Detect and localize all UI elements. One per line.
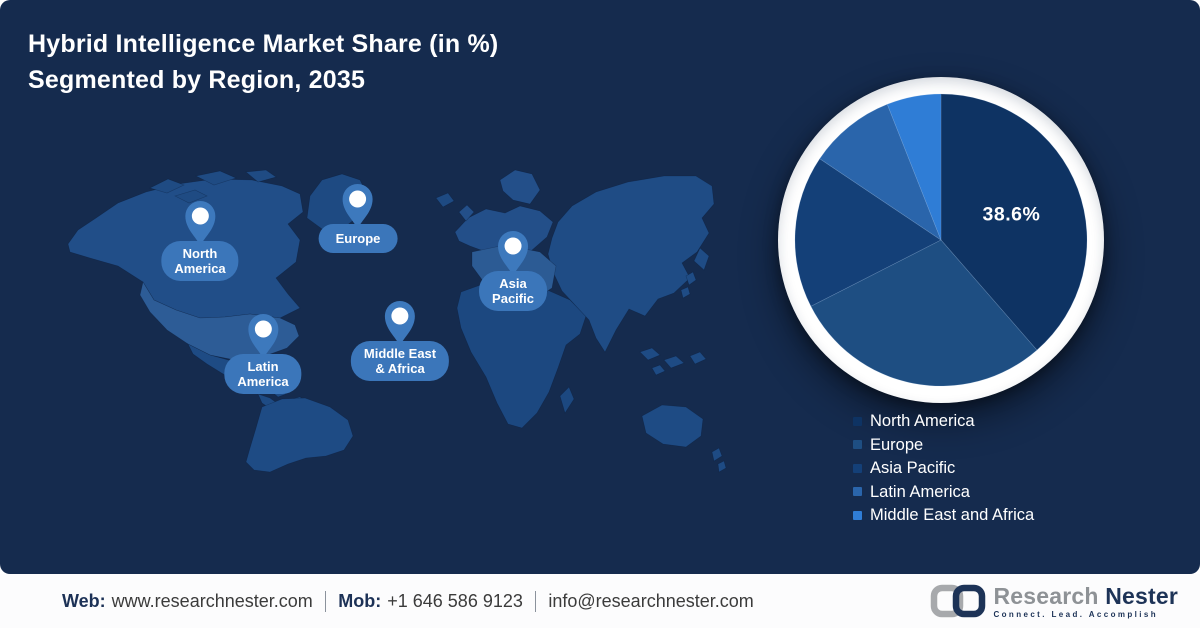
legend-label: North America: [870, 412, 975, 430]
legend-item: Latin America: [853, 482, 1034, 501]
legend-swatch: [853, 416, 862, 426]
page-title-line1: Hybrid Intelligence Market Share (in %): [28, 30, 499, 58]
map-pin-asia-pacific[interactable]: Asia Pacific: [479, 230, 547, 311]
pie-slice: [810, 239, 1038, 387]
location-pin-icon: [342, 184, 373, 229]
pin-label-line: America: [174, 261, 226, 276]
pie-slice: [886, 93, 942, 241]
page-title: Hybrid Intelligence Market Share (in %) …: [28, 26, 498, 98]
legend-label: Middle East and Africa: [870, 506, 1035, 524]
brand-part-nester: Nester: [1105, 582, 1178, 609]
pin-label-north-america: North America: [161, 241, 239, 281]
pin-label-line: Europe: [335, 231, 381, 246]
location-pin-icon: [185, 201, 215, 246]
location-pin-icon: [497, 231, 528, 276]
legend-item: North America: [853, 413, 1034, 430]
pin-label-line: North: [182, 246, 218, 261]
pin-label-line: Pacific: [492, 291, 534, 306]
location-pin-icon: [385, 301, 415, 346]
pie-legend: North America Europe Asia Pacific Latin Ame…: [853, 413, 1034, 531]
pin-label-line: Latin: [247, 359, 279, 374]
legend-swatch: [853, 510, 862, 520]
pie-slice: [940, 93, 1088, 351]
map-pin-latin-america[interactable]: Latin America: [224, 313, 302, 394]
footer-bar: Web: www.researchnester.com Mob: +1 646 …: [0, 574, 1200, 628]
divider: [324, 590, 327, 612]
legend-label: Latin America: [870, 482, 970, 501]
legend-label: Asia Pacific: [870, 459, 956, 477]
pin-label-asia-pacific: Asia Pacific: [479, 271, 547, 311]
pin-label-latin-america: Latin America: [224, 354, 302, 394]
legend-swatch: [853, 463, 862, 473]
legend-item: Middle East and Africa: [853, 507, 1034, 524]
pin-label-line: Asia: [499, 276, 527, 291]
pin-label-line: & Africa: [375, 361, 425, 376]
map-pin-europe[interactable]: Europe: [318, 183, 398, 253]
contact-info: Web: www.researchnester.com Mob: +1 646 …: [0, 590, 754, 612]
web-label: Web:: [62, 590, 106, 611]
divider: [534, 590, 537, 612]
logo-tagline: Connect. Lead. Accomplish: [993, 609, 1159, 619]
website-link[interactable]: www.researchnester.com: [111, 590, 313, 611]
map-pin-middle-east-africa[interactable]: Middle East & Africa: [350, 300, 450, 381]
pin-label-middle-east-africa: Middle East & Africa: [350, 341, 450, 381]
pie-slice: [794, 158, 942, 307]
research-nester-logo: Research Nester Connect. Lead. Accomplis…: [929, 581, 1200, 621]
legend-swatch: [853, 487, 862, 497]
phone-number[interactable]: +1 646 586 9123: [387, 590, 523, 611]
legend-item: Asia Pacific: [853, 460, 1034, 477]
location-pin-icon: [248, 314, 278, 359]
logo-text: Research Nester Connect. Lead. Accomplis…: [993, 584, 1178, 619]
pin-label-line: America: [237, 374, 289, 389]
infographic-panel: Hybrid Intelligence Market Share (in %) …: [0, 0, 1200, 574]
brand-name: Research Nester: [993, 584, 1178, 608]
brand-part-research: Research: [993, 582, 1099, 609]
legend-swatch: [853, 440, 862, 450]
page-title-line2: Segmented by Region, 2035: [28, 66, 366, 94]
interlocked-squares-icon: [931, 584, 986, 618]
pie-chart: 38.6%: [794, 93, 1088, 387]
pie-slice: [819, 103, 942, 241]
map-pin-north-america[interactable]: North America: [161, 200, 239, 281]
pin-label-europe: Europe: [318, 224, 398, 253]
mob-label: Mob:: [338, 590, 382, 611]
legend-item: Europe: [853, 435, 1034, 454]
pin-label-line: Middle East: [363, 346, 437, 361]
legend-label: Europe: [870, 435, 924, 454]
email-link[interactable]: info@researchnester.com: [548, 590, 754, 611]
pie-data-label: 38.6%: [983, 204, 1041, 226]
